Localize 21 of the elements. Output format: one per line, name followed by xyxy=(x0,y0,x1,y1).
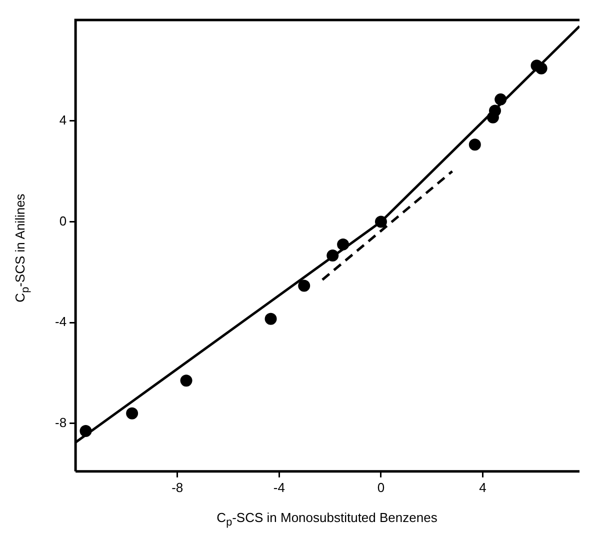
x-tick-label: 0 xyxy=(377,480,385,495)
point xyxy=(180,374,192,387)
x-tick-label: 4 xyxy=(479,480,486,495)
point xyxy=(80,425,92,438)
x-tick-label: -4 xyxy=(273,480,285,495)
y-tick-label: 0 xyxy=(59,213,67,228)
y-tick-label: -4 xyxy=(54,314,67,330)
point xyxy=(264,312,277,325)
point xyxy=(535,62,548,74)
point xyxy=(337,238,350,250)
point xyxy=(489,104,501,117)
x-tick-label: -8 xyxy=(172,480,184,495)
point xyxy=(468,138,481,151)
y-tick-label: 4 xyxy=(59,112,67,128)
point xyxy=(298,280,310,292)
point xyxy=(374,216,387,228)
y-tick-label: -8 xyxy=(54,415,67,430)
point xyxy=(326,250,339,262)
point xyxy=(126,407,138,420)
x-axis-title: C$_{p}$-SCS in Monosubstituted Benzenes xyxy=(216,510,438,529)
point xyxy=(494,93,507,106)
